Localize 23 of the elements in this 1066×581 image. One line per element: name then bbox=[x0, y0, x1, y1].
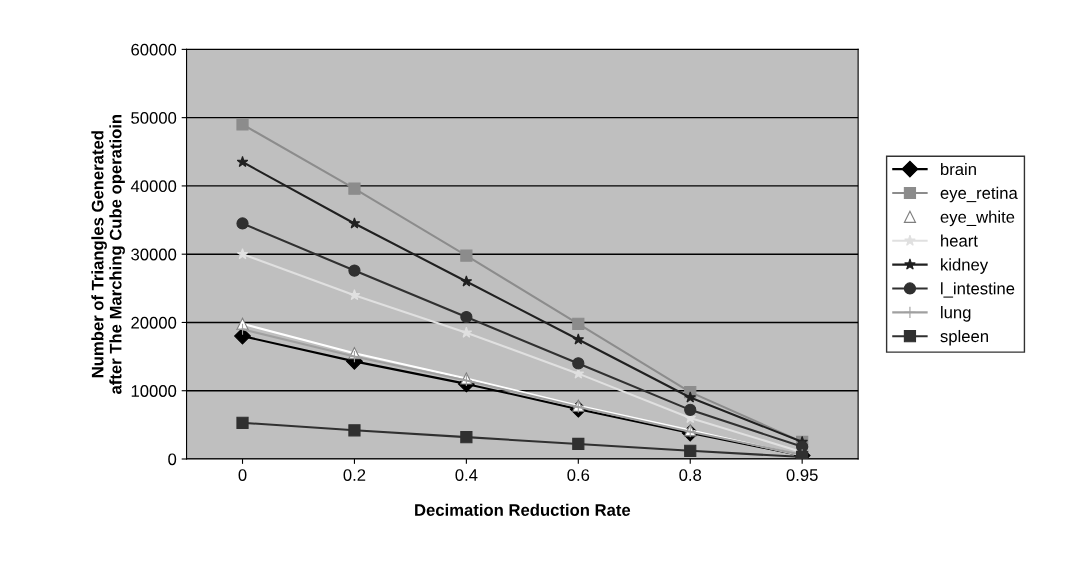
y-tick-label: 0 bbox=[168, 453, 177, 466]
y-tick-label: 60000 bbox=[131, 43, 177, 56]
legend-label: eye_retina bbox=[940, 186, 1018, 203]
y-tick-label: 10000 bbox=[131, 385, 177, 397]
legend-label: heart bbox=[941, 234, 978, 247]
x-axis-title: Decimation Reduction Rate bbox=[415, 503, 631, 516]
x-tick-label: 0.8 bbox=[679, 469, 702, 481]
x-tick-label: 0.95 bbox=[786, 469, 818, 481]
legend-label: spleen bbox=[940, 329, 988, 346]
legend-label: eye_white bbox=[940, 210, 1015, 227]
legend-label: brain bbox=[941, 162, 976, 176]
y-tick-label: 20000 bbox=[131, 316, 177, 329]
x-tick-label: 0.6 bbox=[567, 469, 590, 481]
y-tick-label: 30000 bbox=[131, 248, 177, 261]
y-axis-title: Number of Triangles Generated after The Marching Cube operatioin bbox=[91, 114, 125, 394]
legend-label: lung bbox=[941, 306, 971, 322]
x-tick-label: 0 bbox=[238, 469, 247, 481]
y-tick-label: 40000 bbox=[130, 180, 177, 193]
y-tick-label: 50000 bbox=[131, 112, 177, 124]
x-tick-label: 0.2 bbox=[343, 469, 366, 481]
legend-label: l_intestine bbox=[941, 282, 1015, 298]
legend-label: kidney bbox=[941, 258, 989, 274]
x-tick-label: 0.4 bbox=[455, 469, 478, 481]
